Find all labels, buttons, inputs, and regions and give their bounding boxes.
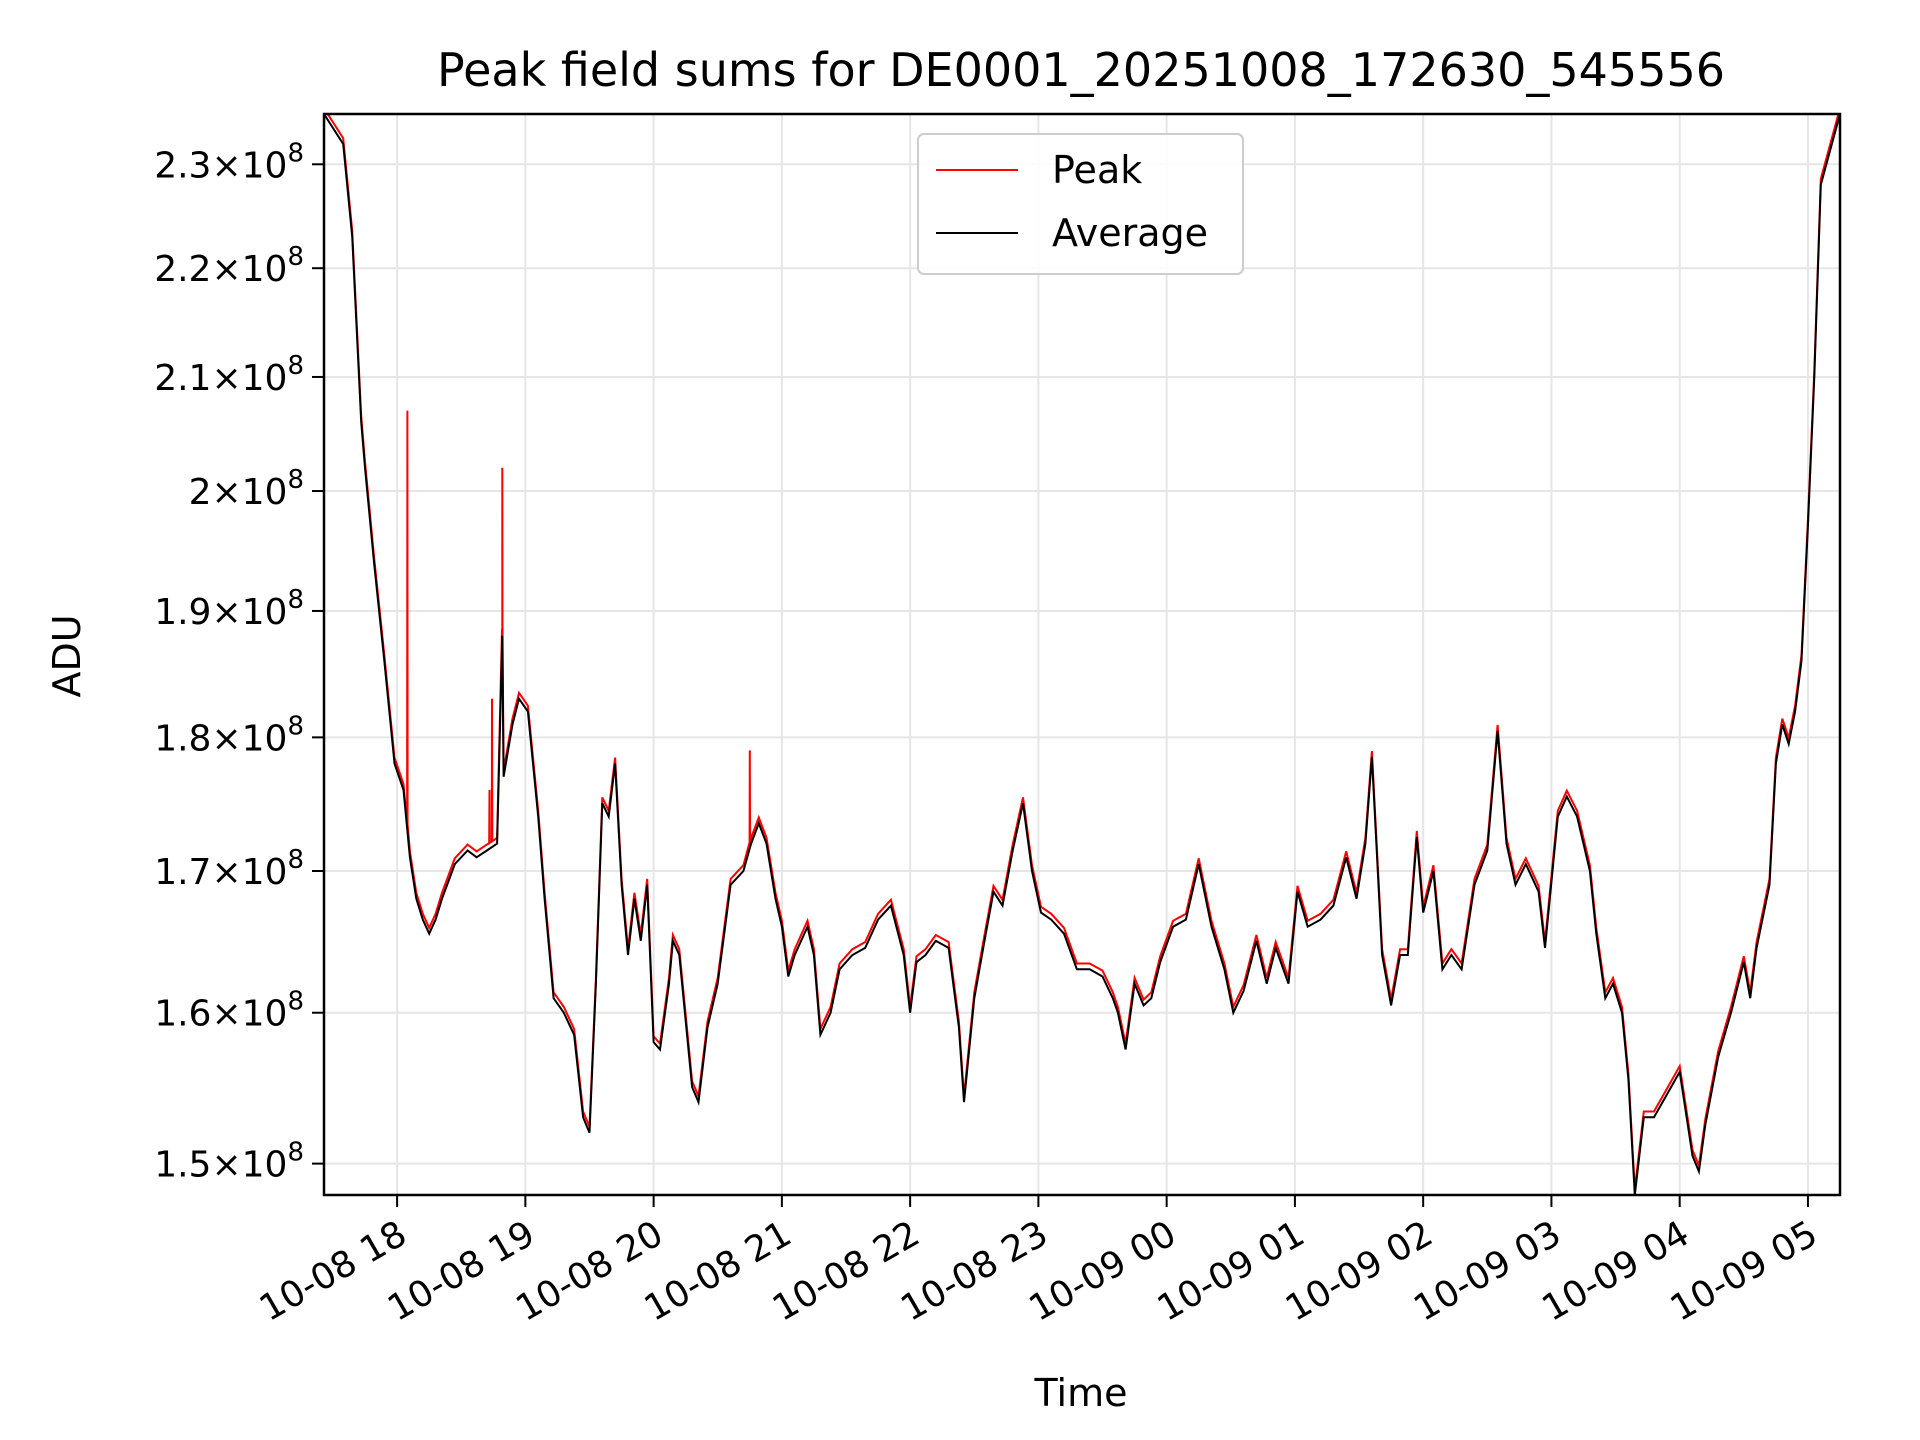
y-tick-mantissa: 2.3 [154,145,211,186]
x-tick-label: 10-09 04 [1536,1213,1697,1329]
plot-area [324,114,1840,1195]
y-axis-ticks: 1.5×1081.6×1081.7×1081.8×1081.9×1082×108… [154,138,324,1186]
y-tick-label: 2.3×108 [154,138,304,186]
y-tick-label: 1.7×108 [154,845,304,893]
y-tick-mantissa: 1.9 [154,592,211,633]
y-tick-exponent: 8 [287,987,304,1017]
y-tick-times: ×10 [211,472,287,513]
axes-frame [322,112,1842,1197]
x-tick-label: 10-09 05 [1664,1213,1825,1329]
x-tick-label: 10-08 18 [253,1213,414,1329]
legend: Peak Average [917,133,1244,275]
y-tick-times: ×10 [211,358,287,399]
y-tick-times: ×10 [211,249,287,290]
y-tick-label: 1.9×108 [154,585,304,633]
y-tick-exponent: 8 [287,1138,304,1168]
x-axis-label: Time [1034,1371,1128,1415]
y-tick-times: ×10 [211,592,287,633]
y-tick-times: ×10 [211,718,287,759]
x-tick-label: 10-08 19 [381,1213,542,1329]
y-tick-mantissa: 1.6 [154,994,211,1035]
y-tick-label: 2×108 [189,465,304,513]
x-tick-label: 10-09 02 [1279,1213,1440,1329]
y-tick-label: 1.8×108 [154,711,304,759]
x-tick-label: 10-08 23 [894,1213,1055,1329]
y-tick-exponent: 8 [287,585,304,615]
y-tick-exponent: 8 [287,351,304,381]
y-tick-mantissa: 2 [189,472,212,513]
y-tick-exponent: 8 [287,465,304,495]
y-tick-exponent: 8 [287,845,304,875]
y-tick-mantissa: 2.2 [154,249,211,290]
y-tick-mantissa: 1.7 [154,852,211,893]
x-tick-label: 10-09 01 [1151,1213,1312,1329]
y-tick-label: 2.1×108 [154,351,304,399]
y-tick-times: ×10 [211,145,287,186]
legend-peak-label: Peak [1052,148,1142,192]
legend-average-label: Average [1052,211,1208,255]
y-tick-mantissa: 2.1 [154,358,211,399]
y-tick-label: 1.6×108 [154,987,304,1035]
y-tick-mantissa: 1.8 [154,718,211,759]
y-tick-times: ×10 [211,852,287,893]
x-tick-label: 10-08 21 [638,1213,799,1329]
y-tick-exponent: 8 [287,242,304,272]
x-tick-label: 10-08 20 [509,1213,670,1329]
y-tick-times: ×10 [211,1145,287,1186]
x-tick-label: 10-08 22 [766,1213,927,1329]
series-average-line [324,114,1840,1195]
x-tick-label: 10-09 03 [1407,1213,1568,1329]
y-tick-exponent: 8 [287,138,304,168]
grid-lines [324,114,1840,1195]
y-tick-exponent: 8 [287,711,304,741]
y-axis-label: ADU [45,614,89,697]
y-tick-label: 1.5×108 [154,1138,304,1186]
chart-title: Peak field sums for DE0001_20251008_1726… [437,43,1725,97]
y-tick-label: 2.2×108 [154,242,304,290]
y-tick-times: ×10 [211,994,287,1035]
x-tick-label: 10-09 00 [1022,1213,1183,1329]
y-tick-mantissa: 1.5 [154,1145,211,1186]
